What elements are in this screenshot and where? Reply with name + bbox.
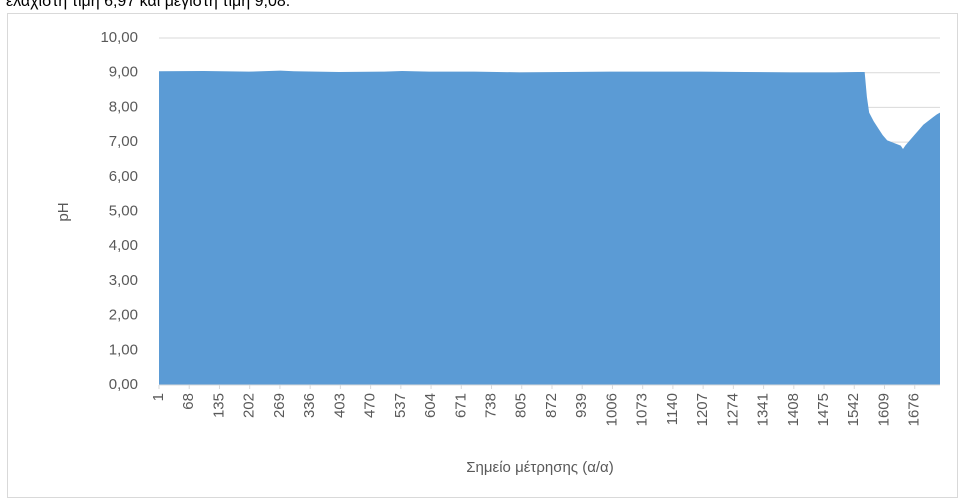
- y-tick-label: 3,00: [109, 272, 138, 289]
- x-tick-label: 1140: [664, 393, 681, 425]
- x-tick-label: 1006: [603, 393, 620, 426]
- x-tick-label: 1542: [845, 393, 862, 426]
- y-tick-label: 2,00: [109, 307, 138, 324]
- x-tick-label: 1274: [724, 393, 741, 426]
- y-tick-label: 9,00: [109, 64, 138, 81]
- y-tick-label: 5,00: [109, 202, 138, 219]
- x-tick-label: 1: [150, 393, 167, 401]
- x-tick-label: 537: [392, 393, 409, 418]
- y-tick-label: 1,00: [109, 341, 138, 358]
- y-tick-label: 7,00: [109, 133, 138, 150]
- x-axis-title: Σημείο μέτρησης (α/α): [466, 459, 613, 476]
- caption: ελάχιστη τιμή 6,97 και μέγιστη τιμή 9,08…: [6, 0, 290, 10]
- x-tick-label: 68: [180, 393, 197, 410]
- y-axis-title: pH: [55, 202, 72, 221]
- x-tick-label: 1475: [815, 393, 832, 426]
- x-tick-label: 671: [452, 393, 469, 418]
- x-tick-label: 1207: [694, 393, 711, 426]
- x-tick-label: 403: [331, 393, 348, 418]
- x-tick-label: 872: [543, 393, 560, 418]
- area: [159, 70, 940, 386]
- y-tick-label: 4,00: [109, 237, 138, 254]
- x-tick-label: 135: [210, 393, 227, 418]
- x-tick-label: 269: [271, 393, 288, 418]
- x-tick-label: 1676: [906, 393, 923, 426]
- x-tick-label: 1341: [755, 393, 772, 426]
- x-tick-label: 604: [422, 393, 439, 418]
- x-tick-label: 738: [482, 393, 499, 418]
- x-tick-label: 939: [573, 393, 590, 418]
- x-tick-label: 202: [241, 393, 258, 418]
- x-tick-label: 805: [513, 393, 530, 418]
- x-tick-label: 470: [362, 393, 379, 418]
- x-tick-label: 1073: [634, 393, 651, 426]
- x-tick-label: 1408: [785, 393, 802, 426]
- x-tick-label: 1609: [875, 393, 892, 426]
- y-tick-label: 10,00: [100, 29, 138, 46]
- y-tick-label: 6,00: [109, 168, 138, 185]
- y-tick-label: 0,00: [109, 376, 138, 393]
- x-tick-label: 336: [301, 393, 318, 418]
- y-tick-label: 8,00: [109, 98, 138, 115]
